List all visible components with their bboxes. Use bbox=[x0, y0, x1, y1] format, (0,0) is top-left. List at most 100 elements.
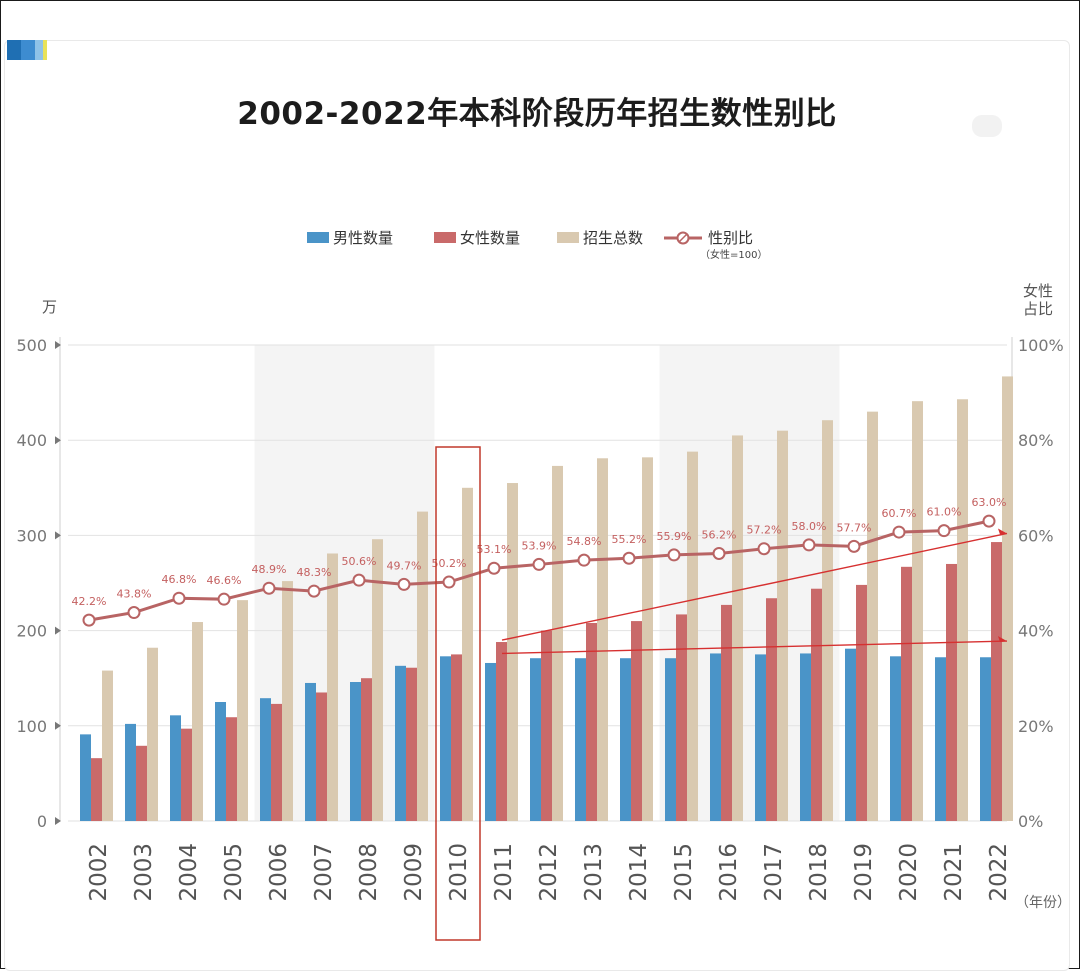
bar-male bbox=[350, 682, 361, 821]
y-right-tick-label: 80% bbox=[1018, 431, 1054, 450]
y-left-tick-label: 200 bbox=[16, 622, 47, 641]
x-tick-label: 2005 bbox=[221, 843, 247, 902]
bar-male bbox=[395, 665, 406, 821]
bar-female bbox=[181, 728, 192, 821]
bar-male bbox=[665, 658, 676, 821]
bar-total bbox=[192, 622, 203, 821]
bar-total bbox=[1002, 376, 1013, 821]
ratio-data-label: 42.2% bbox=[72, 595, 107, 608]
ratio-data-label: 58.0% bbox=[792, 520, 827, 533]
ratio-point bbox=[352, 573, 366, 587]
bar-female bbox=[631, 621, 642, 821]
ratio-data-label: 61.0% bbox=[927, 506, 962, 519]
bar-total bbox=[777, 430, 788, 821]
legend-label-ratio: 性别比 bbox=[708, 229, 753, 247]
bar-male bbox=[710, 653, 721, 821]
y-left-unit: 万 bbox=[42, 298, 57, 316]
bar-total bbox=[732, 435, 743, 821]
ratio-point bbox=[127, 606, 141, 620]
bar-female bbox=[226, 717, 237, 821]
bar-female bbox=[271, 703, 282, 821]
bar-male bbox=[305, 682, 316, 821]
ratio-data-label: 56.2% bbox=[702, 528, 737, 541]
bar-total bbox=[642, 457, 653, 821]
bar-female bbox=[676, 614, 687, 821]
ratio-data-label: 55.2% bbox=[612, 533, 647, 546]
ratio-point bbox=[982, 514, 996, 528]
x-tick-label: 2020 bbox=[896, 843, 922, 902]
ratio-point bbox=[307, 584, 321, 598]
bar-male bbox=[935, 657, 946, 821]
ratio-data-label: 63.0% bbox=[972, 496, 1007, 509]
y-right-unit-2: 占比 bbox=[1023, 300, 1053, 318]
y-right-tick-label: 40% bbox=[1018, 622, 1054, 641]
legend-swatch-total bbox=[557, 232, 579, 243]
ratio-point bbox=[82, 613, 96, 627]
bar-female bbox=[496, 642, 507, 821]
bar-total bbox=[552, 465, 563, 821]
legend-ratio-note: （女性=100） bbox=[700, 248, 767, 261]
y-left-tick-label: 500 bbox=[16, 336, 47, 355]
ratio-point bbox=[847, 539, 861, 553]
x-tick-label: 2021 bbox=[941, 843, 967, 902]
legend-label-female: 女性数量 bbox=[460, 229, 520, 247]
bar-female bbox=[811, 588, 822, 821]
ratio-data-label: 50.2% bbox=[432, 557, 467, 570]
bar-total bbox=[372, 539, 383, 821]
legend-label-male: 男性数量 bbox=[333, 229, 393, 247]
ratio-point bbox=[802, 538, 816, 552]
bar-female bbox=[856, 584, 867, 821]
x-tick-label: 2018 bbox=[806, 843, 832, 902]
bar-total bbox=[282, 581, 293, 821]
bar-total bbox=[327, 553, 338, 821]
tick-arrow bbox=[55, 436, 61, 445]
ratio-point bbox=[442, 575, 456, 589]
ratio-point bbox=[757, 542, 771, 556]
bar-female bbox=[361, 678, 372, 821]
bar-female bbox=[901, 566, 912, 821]
bar-total bbox=[417, 511, 428, 821]
trend-line bbox=[501, 532, 1008, 641]
ratio-data-label: 48.3% bbox=[297, 566, 332, 579]
bar-male bbox=[170, 715, 181, 821]
ratio-data-label: 57.7% bbox=[837, 521, 872, 534]
bar-female bbox=[991, 542, 1002, 821]
trend-arrowhead bbox=[998, 636, 1007, 643]
bar-male bbox=[980, 657, 991, 821]
ratio-point bbox=[262, 581, 276, 595]
y-left-tick-label: 0 bbox=[37, 812, 47, 831]
x-tick-label: 2012 bbox=[536, 843, 562, 902]
bar-female bbox=[316, 692, 327, 821]
x-tick-label: 2002 bbox=[86, 843, 112, 902]
ratio-point bbox=[937, 524, 951, 538]
x-tick-label: 2008 bbox=[356, 843, 382, 902]
x-tick-label: 2009 bbox=[401, 843, 427, 902]
bar-female bbox=[541, 630, 552, 821]
ratio-data-label: 53.1% bbox=[477, 543, 512, 556]
bar-total bbox=[912, 401, 923, 821]
bar-total bbox=[822, 420, 833, 821]
bar-female bbox=[721, 604, 732, 821]
y-right-tick-label: 20% bbox=[1018, 717, 1054, 736]
bar-total bbox=[102, 670, 113, 821]
bar-male bbox=[215, 702, 226, 821]
bar-male bbox=[260, 698, 271, 821]
bar-female bbox=[136, 745, 147, 821]
bar-female bbox=[586, 622, 597, 821]
x-tick-label: 2004 bbox=[176, 843, 202, 902]
ratio-point bbox=[577, 553, 591, 567]
tick-arrow bbox=[55, 626, 61, 635]
bar-female bbox=[91, 758, 102, 821]
y-left-tick-label: 100 bbox=[16, 717, 47, 736]
bar-male bbox=[890, 656, 901, 821]
legend-label-total: 招生总数 bbox=[583, 229, 643, 247]
ratio-point bbox=[712, 546, 726, 560]
ratio-point bbox=[172, 591, 186, 605]
bar-total bbox=[957, 399, 968, 821]
ratio-point bbox=[622, 551, 636, 565]
bar-total bbox=[507, 483, 518, 821]
x-tick-label: 2007 bbox=[311, 843, 337, 902]
tick-arrow bbox=[55, 817, 61, 825]
ratio-data-label: 57.2% bbox=[747, 524, 782, 537]
